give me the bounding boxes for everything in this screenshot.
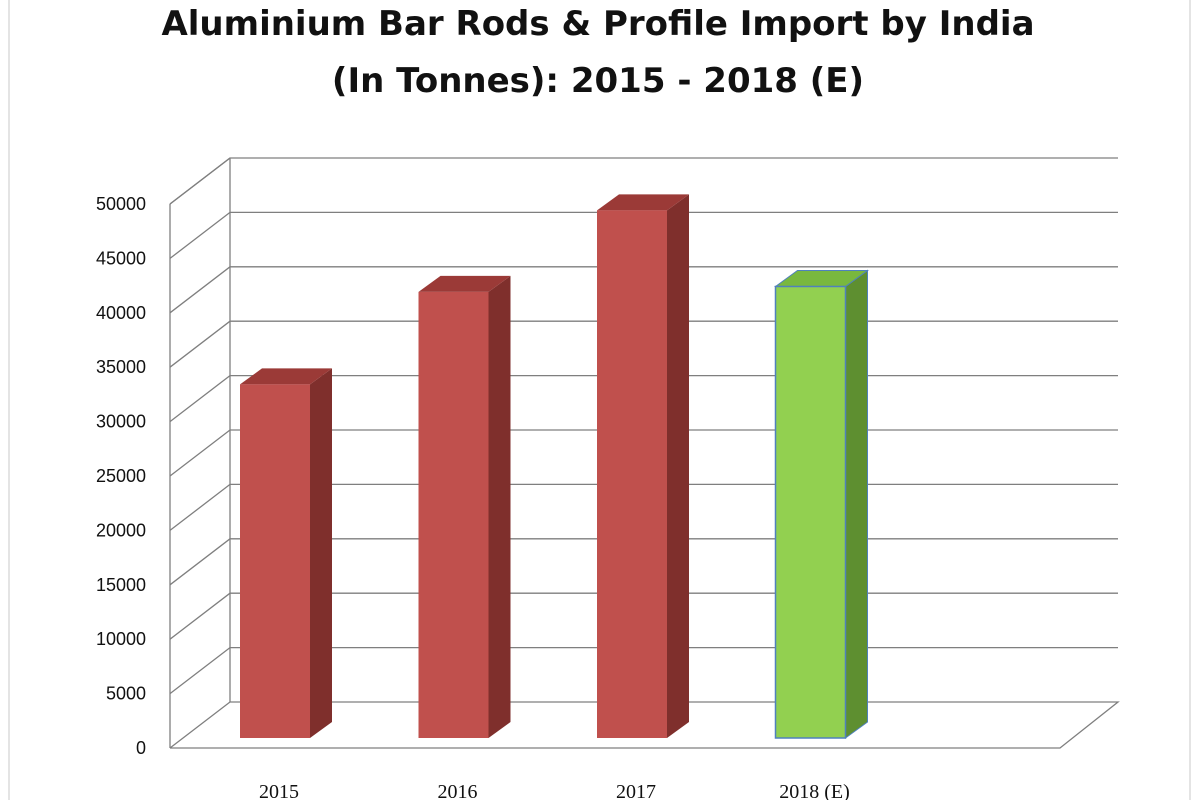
bar-front xyxy=(418,291,489,738)
chart-title-line-1: Aluminium Bar Rods & Profile Import by I… xyxy=(161,4,1034,44)
gridline xyxy=(169,157,231,205)
x-category-label: 2016 xyxy=(438,781,478,800)
bar-top xyxy=(240,368,332,385)
bar-front xyxy=(240,384,310,738)
y-axis-ticks: 0 5000 10000 15000 20000 25000 30000 35000 40000… xyxy=(96,194,146,758)
x-category-label: 2017 xyxy=(616,781,656,800)
bar-front xyxy=(774,285,847,739)
y-tick-label: 15000 xyxy=(96,575,146,595)
bar-front xyxy=(597,210,667,738)
y-tick-label: 30000 xyxy=(96,412,146,432)
bar-2016 xyxy=(418,275,511,738)
y-tick-label: 50000 xyxy=(96,194,146,214)
bar-top xyxy=(418,275,511,292)
x-category-label: 2018 (E) xyxy=(779,781,850,800)
bar-top xyxy=(597,194,689,211)
bar-side xyxy=(845,269,868,739)
chart-floor xyxy=(169,701,1120,749)
bar-side xyxy=(667,194,689,738)
bar-side xyxy=(310,368,332,738)
x-axis-labels: 2015 2016 2017 2018 (E) xyxy=(259,781,850,800)
gridlines xyxy=(169,157,1120,749)
bar-2018-e xyxy=(773,269,870,739)
chart-title-line-2: (In Tonnes): 2015 - 2018 (E) xyxy=(332,61,864,101)
y-tick-label: 40000 xyxy=(96,303,146,323)
y-tick-label: 20000 xyxy=(96,520,146,540)
chart-frame xyxy=(8,0,1191,800)
bar-side xyxy=(488,275,511,738)
bar-2017 xyxy=(597,194,689,738)
y-tick-label: 45000 xyxy=(96,248,146,268)
y-tick-label: 35000 xyxy=(96,357,146,377)
y-tick-label: 5000 xyxy=(106,684,146,704)
y-tick-label: 0 xyxy=(136,738,146,758)
y-tick-label: 10000 xyxy=(96,629,146,649)
bars xyxy=(240,194,870,739)
x-category-label: 2015 xyxy=(259,781,299,800)
bar-2015 xyxy=(240,368,332,738)
y-tick-label: 25000 xyxy=(96,466,146,486)
